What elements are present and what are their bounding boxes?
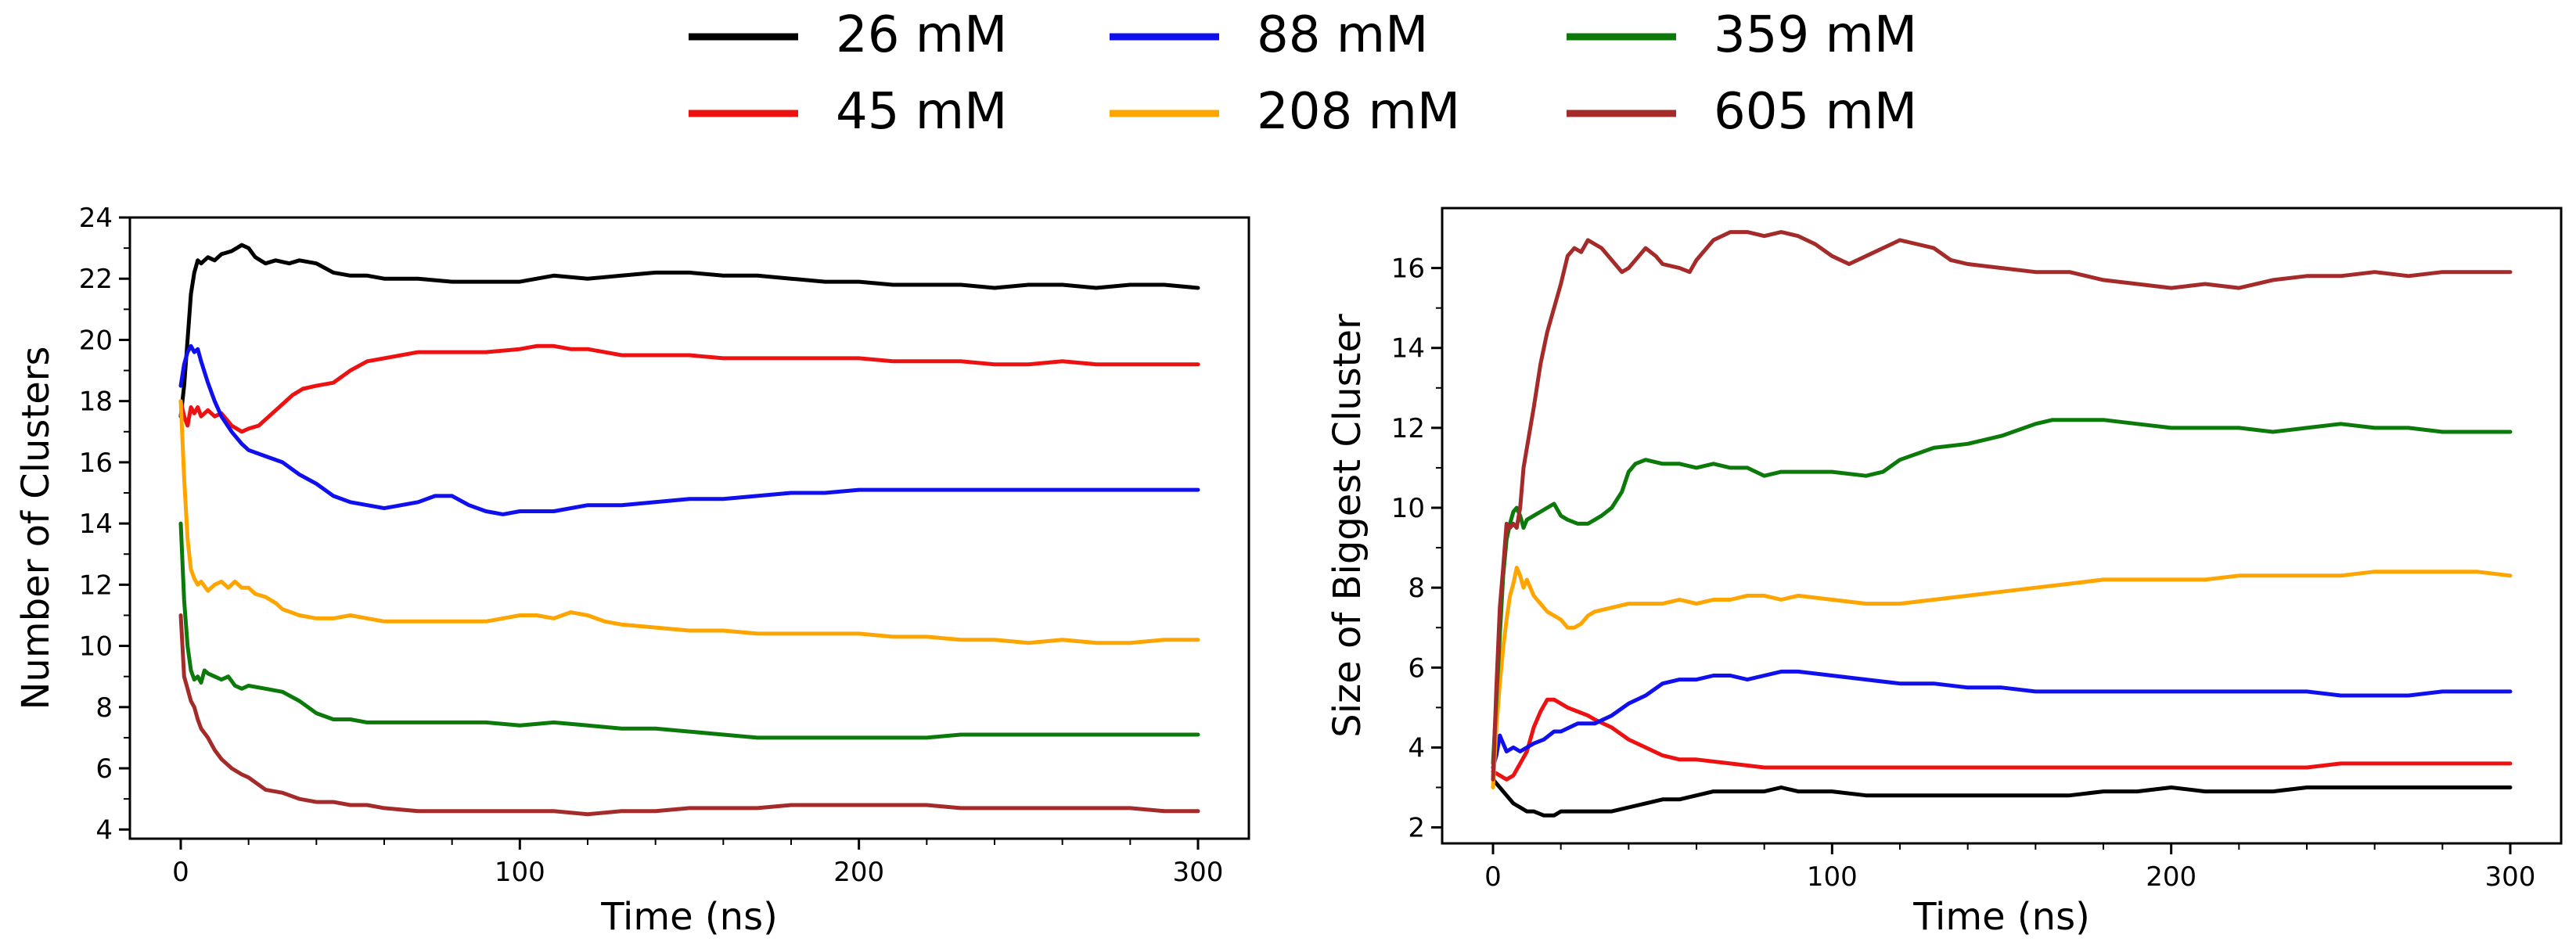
x-tick-label: 100: [495, 857, 545, 888]
x-axis-label: Time (ns): [1912, 895, 2090, 939]
y-tick-label: 10: [79, 631, 113, 663]
y-axis-label: Number of Clusters: [14, 347, 58, 710]
series-line-359mm: [1491, 418, 2513, 766]
series-line-208mm: [1491, 566, 2513, 789]
series-line-45mm: [178, 343, 1200, 434]
y-tick-label: 22: [79, 264, 113, 295]
legend-item: 359 mM: [1567, 6, 1917, 64]
x-tick-label: 300: [2485, 861, 2536, 893]
series-lines: [178, 243, 1200, 817]
series-line-88mm: [178, 343, 1200, 516]
plot-frame: [1441, 207, 2563, 845]
y-tick-label: 16: [79, 448, 113, 479]
series-line-605mm: [178, 613, 1200, 817]
axis-ticks: 0 100 200 300 4 6 8 10 12 14 16 18 20 22 24: [79, 203, 1224, 888]
x-tick-label: 300: [1173, 857, 1224, 888]
series-line-26mm: [1491, 777, 2513, 818]
y-tick-label: 4: [95, 814, 113, 846]
legend-label: 605 mM: [1714, 83, 1917, 141]
legend-item: 26 mM: [689, 6, 1007, 64]
series-lines: [1491, 230, 2513, 818]
axis-ticks: 0 100 200 300 2 4 6 8 10 12 14 16: [1391, 253, 2536, 893]
series-line-88mm: [1491, 669, 2513, 770]
y-tick-label: 8: [1408, 573, 1425, 604]
legend-item: 605 mM: [1567, 83, 1917, 141]
plot-frame: [128, 216, 1250, 840]
y-tick-label: 12: [1391, 413, 1425, 444]
legend-label: 45 mM: [836, 83, 1007, 141]
legend-label: 359 mM: [1714, 6, 1917, 64]
legend-label: 208 mM: [1257, 83, 1460, 141]
y-tick-label: 14: [1391, 333, 1425, 365]
y-tick-label: 4: [1408, 732, 1425, 764]
x-tick-label: 0: [1484, 861, 1502, 893]
y-axis-label: Size of Biggest Cluster: [1326, 314, 1369, 738]
y-tick-label: 18: [79, 386, 113, 418]
x-tick-label: 100: [1807, 861, 1858, 893]
y-tick-label: 6: [1408, 652, 1425, 684]
x-tick-label: 200: [833, 857, 884, 888]
y-tick-label: 8: [95, 692, 113, 724]
size-of-biggest-cluster-chart: 0 100 200 300 2 4 6 8 10 12 14 16 Time (ns) Size of…: [1326, 207, 2563, 939]
series-line-605mm: [1491, 230, 2513, 782]
y-tick-label: 12: [79, 570, 113, 601]
legend: 26 mM 45 mM 88 mM 208 mM 359 mM 605 mM: [689, 6, 1917, 141]
x-tick-label: 200: [2146, 861, 2196, 893]
series-line-45mm: [1491, 697, 2513, 782]
series-line-208mm: [178, 399, 1200, 645]
x-tick-label: 0: [172, 857, 189, 888]
y-tick-label: 20: [79, 325, 113, 356]
y-tick-label: 16: [1391, 253, 1425, 285]
y-tick-label: 2: [1408, 813, 1425, 844]
legend-item: 45 mM: [689, 83, 1007, 141]
y-tick-label: 24: [79, 203, 113, 234]
series-line-359mm: [178, 521, 1200, 740]
x-axis-label: Time (ns): [600, 895, 778, 939]
legend-label: 26 mM: [836, 6, 1007, 64]
legend-item: 208 mM: [1110, 83, 1460, 141]
y-tick-label: 10: [1391, 493, 1425, 524]
legend-item: 88 mM: [1110, 6, 1428, 64]
y-tick-label: 14: [79, 509, 113, 540]
y-tick-label: 6: [95, 753, 113, 785]
legend-label: 88 mM: [1257, 6, 1428, 64]
series-line-26mm: [178, 243, 1200, 419]
